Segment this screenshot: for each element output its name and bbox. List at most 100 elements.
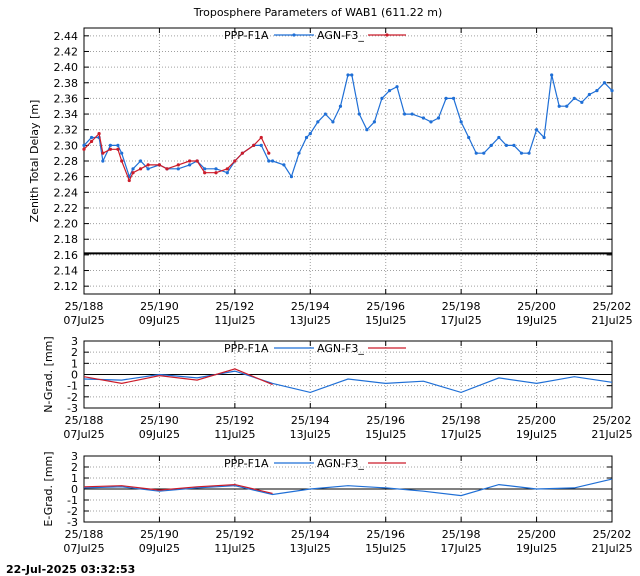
data-point-ppp <box>259 143 263 147</box>
data-point-ppp <box>308 132 312 136</box>
x-tick-label-date: 17Jul25 <box>441 542 482 555</box>
legend-label-agn: AGN-F3_ <box>317 457 364 470</box>
data-point-agn <box>214 171 218 175</box>
x-tick-label-doy: 25/196 <box>366 300 405 313</box>
data-point-agn <box>97 132 101 136</box>
x-tick-label-doy: 25/190 <box>140 528 179 541</box>
legend-marker-ppp <box>292 33 296 37</box>
data-point-ppp <box>108 143 112 147</box>
x-tick-label-doy: 25/192 <box>216 528 255 541</box>
y-tick-label: 2.40 <box>54 61 79 74</box>
x-tick-label-date: 21Jul25 <box>591 542 632 555</box>
data-point-ppp <box>146 167 150 171</box>
data-point-ppp <box>101 159 105 163</box>
x-tick-label-date: 15Jul25 <box>365 542 406 555</box>
x-tick-label-doy: 25/200 <box>517 528 556 541</box>
y-tick-label: 2.14 <box>54 265 79 278</box>
data-point-ppp <box>203 167 207 171</box>
chart-panel-1: 2.12 2.14 2.16 2.18 2.20 2.22 2.24 2.26 2.28 2.30… <box>28 27 633 327</box>
y-tick-label: 2.22 <box>54 202 79 215</box>
data-point-agn <box>176 163 180 167</box>
y-tick-label: 3 <box>71 450 78 463</box>
x-tick-label-date: 13Jul25 <box>290 314 331 327</box>
data-point-ppp <box>595 88 599 93</box>
data-point-agn <box>188 159 192 163</box>
y-tick-label: 2.26 <box>54 171 79 184</box>
y-tick-label: -3 <box>67 402 78 415</box>
data-point-ppp <box>316 120 320 124</box>
data-point-agn <box>203 171 207 175</box>
data-point-ppp <box>338 104 343 108</box>
x-tick-label-date: 13Jul25 <box>290 542 331 555</box>
y-tick-label: 2.24 <box>54 186 79 199</box>
x-tick-label-doy: 25/202 <box>593 414 632 427</box>
data-point-ppp <box>410 112 414 116</box>
y-tick-label: 1 <box>71 357 78 370</box>
data-point-agn <box>252 143 256 147</box>
x-tick-label-doy: 25/200 <box>517 300 556 313</box>
data-point-ppp <box>542 135 546 140</box>
data-point-ppp <box>572 96 576 101</box>
x-tick-label-date: 11Jul25 <box>214 542 255 555</box>
y-tick-label: -2 <box>67 391 78 404</box>
legend-label-ppp: PPP-F1A <box>224 342 269 355</box>
data-point-ppp <box>297 151 301 155</box>
data-point-ppp <box>504 143 508 147</box>
series-line-ppp <box>83 370 613 394</box>
y-tick-label: 2.44 <box>54 30 79 43</box>
y-tick-label: 2.30 <box>54 139 79 152</box>
data-point-ppp <box>459 120 463 124</box>
x-tick-label-doy: 25/198 <box>442 414 481 427</box>
data-point-ppp <box>527 151 531 155</box>
data-point-ppp <box>587 92 591 97</box>
x-tick-label-date: 19Jul25 <box>516 428 557 441</box>
y-tick-label: 2.18 <box>54 233 79 246</box>
x-tick-label-date: 07Jul25 <box>63 314 104 327</box>
data-point-ppp <box>402 112 407 116</box>
data-point-ppp <box>372 120 376 124</box>
y-tick-label: 2.16 <box>54 249 79 262</box>
x-tick-label-doy: 25/188 <box>65 414 104 427</box>
y-axis-label: Zenith Total Delay [m] <box>28 100 41 223</box>
y-axis-label: N-Grad. [mm] <box>42 336 55 412</box>
data-point-agn <box>116 147 120 151</box>
legend-marker-agn <box>385 33 389 37</box>
x-tick-label-doy: 25/196 <box>366 528 405 541</box>
data-point-ppp <box>82 143 86 147</box>
data-point-ppp <box>421 116 426 120</box>
y-tick-label: 0 <box>71 483 78 496</box>
data-point-ppp <box>188 163 192 167</box>
y-tick-label: 2.12 <box>54 280 79 293</box>
footer-timestamp: 22-Jul-2025 03:32:53 <box>6 563 135 576</box>
y-tick-label: 2.20 <box>54 218 79 231</box>
data-point-ppp <box>474 151 478 155</box>
x-tick-label-doy: 25/194 <box>291 300 330 313</box>
x-tick-label-date: 07Jul25 <box>63 542 104 555</box>
x-tick-label-date: 21Jul25 <box>591 428 632 441</box>
x-tick-label-doy: 25/198 <box>442 528 481 541</box>
data-point-ppp <box>580 100 584 104</box>
data-point-ppp <box>331 120 335 124</box>
series-line-agn <box>83 368 273 386</box>
data-point-ppp <box>346 73 350 77</box>
data-point-agn <box>89 139 94 144</box>
x-tick-label-doy: 25/202 <box>593 528 632 541</box>
y-tick-label: 1 <box>71 472 78 485</box>
data-point-ppp <box>138 159 143 163</box>
y-tick-label: -2 <box>67 505 78 518</box>
data-point-ppp <box>534 128 539 132</box>
y-tick-label: 2.34 <box>54 108 79 121</box>
y-axis-label: E-Grad. [mm] <box>42 451 55 526</box>
data-point-agn <box>195 159 199 163</box>
data-point-ppp <box>429 120 433 124</box>
data-point-agn <box>233 159 237 163</box>
y-tick-label: -1 <box>67 380 78 393</box>
data-point-agn <box>138 167 143 171</box>
y-tick-label: 2.32 <box>54 124 79 137</box>
series-line-ppp <box>83 478 613 497</box>
x-tick-label-date: 11Jul25 <box>214 428 255 441</box>
x-tick-label-doy: 25/190 <box>140 414 179 427</box>
y-tick-label: 2.42 <box>54 45 79 58</box>
